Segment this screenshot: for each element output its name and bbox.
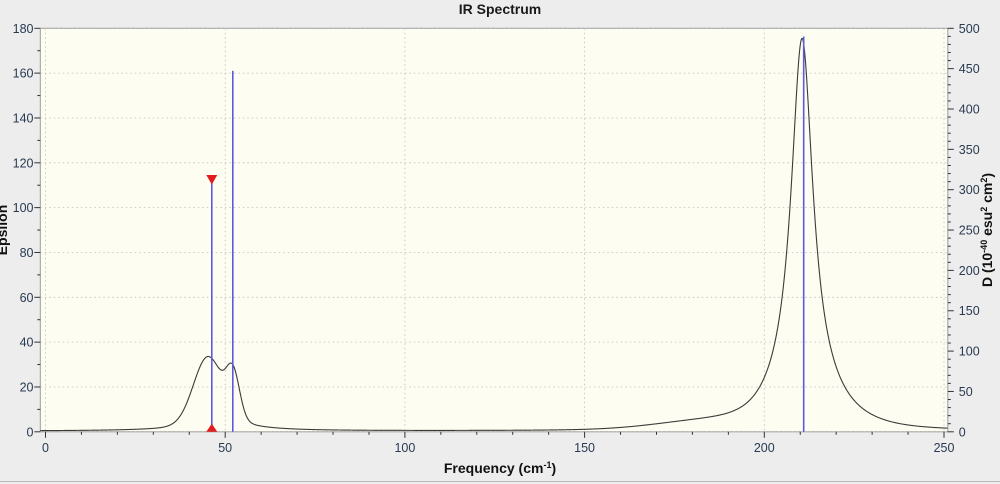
svg-text:400: 400 (959, 103, 980, 117)
svg-text:140: 140 (13, 112, 34, 126)
svg-text:200: 200 (959, 264, 980, 278)
svg-text:50: 50 (218, 441, 232, 455)
svg-text:250: 250 (959, 224, 980, 238)
svg-text:D (10-40 esu2 cm2): D (10-40 esu2 cm2) (979, 173, 995, 287)
svg-text:450: 450 (959, 62, 980, 76)
svg-text:180: 180 (13, 22, 34, 36)
svg-text:200: 200 (754, 441, 775, 455)
svg-text:60: 60 (20, 291, 34, 305)
svg-text:150: 150 (959, 304, 980, 318)
svg-text:500: 500 (959, 22, 980, 36)
svg-text:IR Spectrum: IR Spectrum (459, 1, 541, 17)
svg-text:250: 250 (934, 441, 955, 455)
svg-text:50: 50 (959, 385, 973, 399)
svg-text:Frequency (cm-1): Frequency (cm-1) (444, 460, 556, 476)
svg-text:0: 0 (959, 425, 966, 439)
svg-text:100: 100 (394, 441, 415, 455)
svg-text:20: 20 (20, 381, 34, 395)
svg-text:150: 150 (574, 441, 595, 455)
svg-text:100: 100 (13, 201, 34, 215)
svg-text:Epsilon: Epsilon (0, 205, 10, 256)
svg-text:350: 350 (959, 143, 980, 157)
svg-text:120: 120 (13, 156, 34, 170)
svg-text:80: 80 (20, 246, 34, 260)
svg-text:0: 0 (27, 425, 34, 439)
svg-text:160: 160 (13, 67, 34, 81)
svg-text:0: 0 (42, 441, 49, 455)
svg-text:40: 40 (20, 336, 34, 350)
svg-text:100: 100 (959, 345, 980, 359)
svg-text:300: 300 (959, 183, 980, 197)
